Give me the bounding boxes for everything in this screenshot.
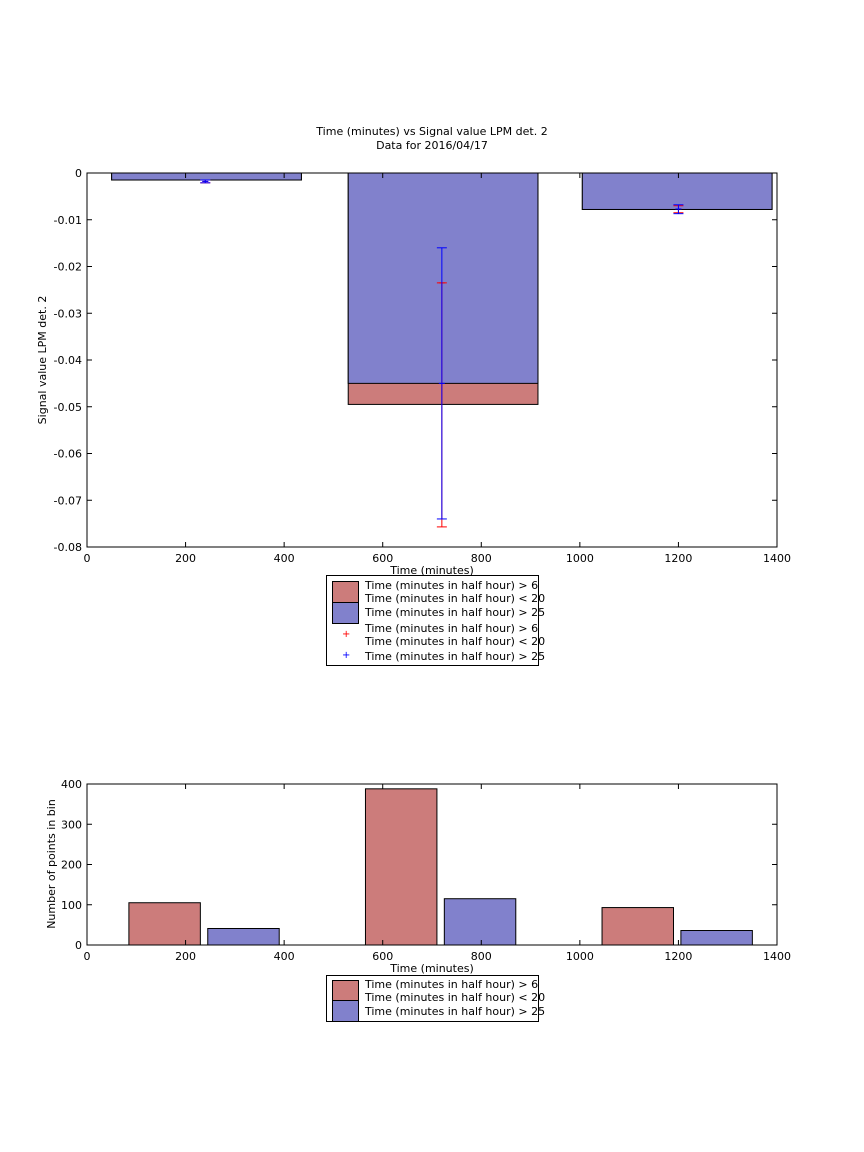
bar-blue-2 — [581, 172, 773, 210]
legend-entry-red-bar: Time (minutes in half hour) > 6 Time (mi… — [327, 978, 545, 1006]
bottom-chart-ylabel: Number of points in bin — [45, 799, 58, 929]
error-bar-blue-3 — [436, 247, 447, 520]
legend-swatch-blue — [332, 1000, 359, 1022]
x-tick-label: 0 — [84, 552, 91, 565]
legend-entry-blue-bar: Time (minutes in half hour) > 25 — [327, 602, 545, 624]
x-tick-label: 1400 — [763, 950, 791, 963]
x-tick-label: 200 — [175, 552, 196, 565]
legend-label: Time (minutes in half hour) > 25 — [365, 1005, 546, 1018]
x-tick-label: 200 — [175, 950, 196, 963]
bar-blue-0 — [111, 172, 302, 181]
legend-swatch-red — [332, 980, 359, 1002]
y-tick-label: -0.02 — [54, 261, 82, 274]
x-tick-label: 1200 — [664, 950, 692, 963]
plus-marker-icon: + — [342, 629, 351, 640]
bar-blue-1 — [347, 172, 539, 384]
top-chart: Time (minutes) vs Signal value LPM det. … — [36, 125, 791, 577]
x-tick-label: 1400 — [763, 552, 791, 565]
x-tick-label: 1200 — [664, 552, 692, 565]
x-tick-label: 400 — [274, 950, 295, 963]
x-tick-label: 400 — [274, 552, 295, 565]
y-tick-label: 400 — [61, 778, 82, 791]
count-bar-red-0 — [128, 902, 201, 946]
legend-label: Time (minutes in half hour) > 25 — [365, 650, 546, 663]
top-chart-xlabel: Time (minutes) — [389, 564, 474, 577]
x-tick-label: 800 — [471, 950, 492, 963]
x-tick-label: 600 — [372, 552, 393, 565]
count-bar-blue-1 — [207, 927, 280, 946]
count-bar-blue-3 — [443, 898, 517, 946]
count-bar-blue-5 — [680, 930, 753, 946]
bottom-chart-legend: Time (minutes in half hour) > 6 Time (mi… — [326, 975, 545, 1022]
y-tick-label: -0.08 — [54, 541, 82, 554]
x-tick-label: 1000 — [566, 552, 594, 565]
y-tick-label: -0.07 — [54, 494, 82, 507]
y-tick-label: -0.03 — [54, 307, 82, 320]
y-tick-label: -0.06 — [54, 448, 82, 461]
legend-label: Time (minutes in half hour) > 6 Time (mi… — [365, 579, 546, 605]
y-tick-label: 0 — [75, 167, 82, 180]
error-bar-blue-1 — [200, 179, 211, 184]
x-tick-label: 1000 — [566, 950, 594, 963]
y-tick-label: 100 — [61, 899, 82, 912]
bottom-chart-xlabel: Time (minutes) — [389, 962, 474, 975]
legend-swatch-blue — [332, 602, 359, 624]
legend-label: Time (minutes in half hour) > 6 Time (mi… — [365, 978, 546, 1004]
legend-entry-blue-bar: Time (minutes in half hour) > 25 — [327, 1000, 545, 1022]
x-tick-label: 0 — [84, 950, 91, 963]
top-chart-subtitle: Data for 2016/04/17 — [376, 139, 488, 152]
legend-label: Time (minutes in half hour) > 25 — [365, 606, 546, 619]
plus-marker-icon: + — [342, 650, 351, 661]
y-tick-label: -0.04 — [54, 354, 82, 367]
legend-entry-red-marker: + Time (minutes in half hour) > 6 Time (… — [327, 622, 545, 650]
y-tick-label: -0.05 — [54, 401, 82, 414]
x-tick-label: 800 — [471, 552, 492, 565]
legend-entry-red-bar: Time (minutes in half hour) > 6 Time (mi… — [327, 579, 545, 609]
legend-entry-blue-marker: + Time (minutes in half hour) > 25 — [327, 650, 545, 664]
count-bar-red-4 — [601, 907, 674, 946]
legend-label: Time (minutes in half hour) > 6 Time (mi… — [365, 622, 546, 648]
y-tick-label: 0 — [75, 939, 82, 952]
legend-swatch-red — [332, 581, 359, 603]
bottom-chart: Number of points in bin Time (minutes) 0… — [45, 778, 791, 975]
count-bar-red-2 — [364, 788, 438, 946]
x-tick-label: 600 — [372, 950, 393, 963]
top-chart-ylabel: Signal value LPM det. 2 — [36, 296, 49, 425]
error-bar-blue-5 — [673, 204, 684, 215]
y-tick-label: 200 — [61, 859, 82, 872]
top-chart-title: Time (minutes) vs Signal value LPM det. … — [315, 125, 547, 138]
y-tick-label: 300 — [61, 818, 82, 831]
top-chart-legend: Time (minutes in half hour) > 6 Time (mi… — [326, 575, 545, 666]
y-tick-label: -0.01 — [54, 214, 82, 227]
